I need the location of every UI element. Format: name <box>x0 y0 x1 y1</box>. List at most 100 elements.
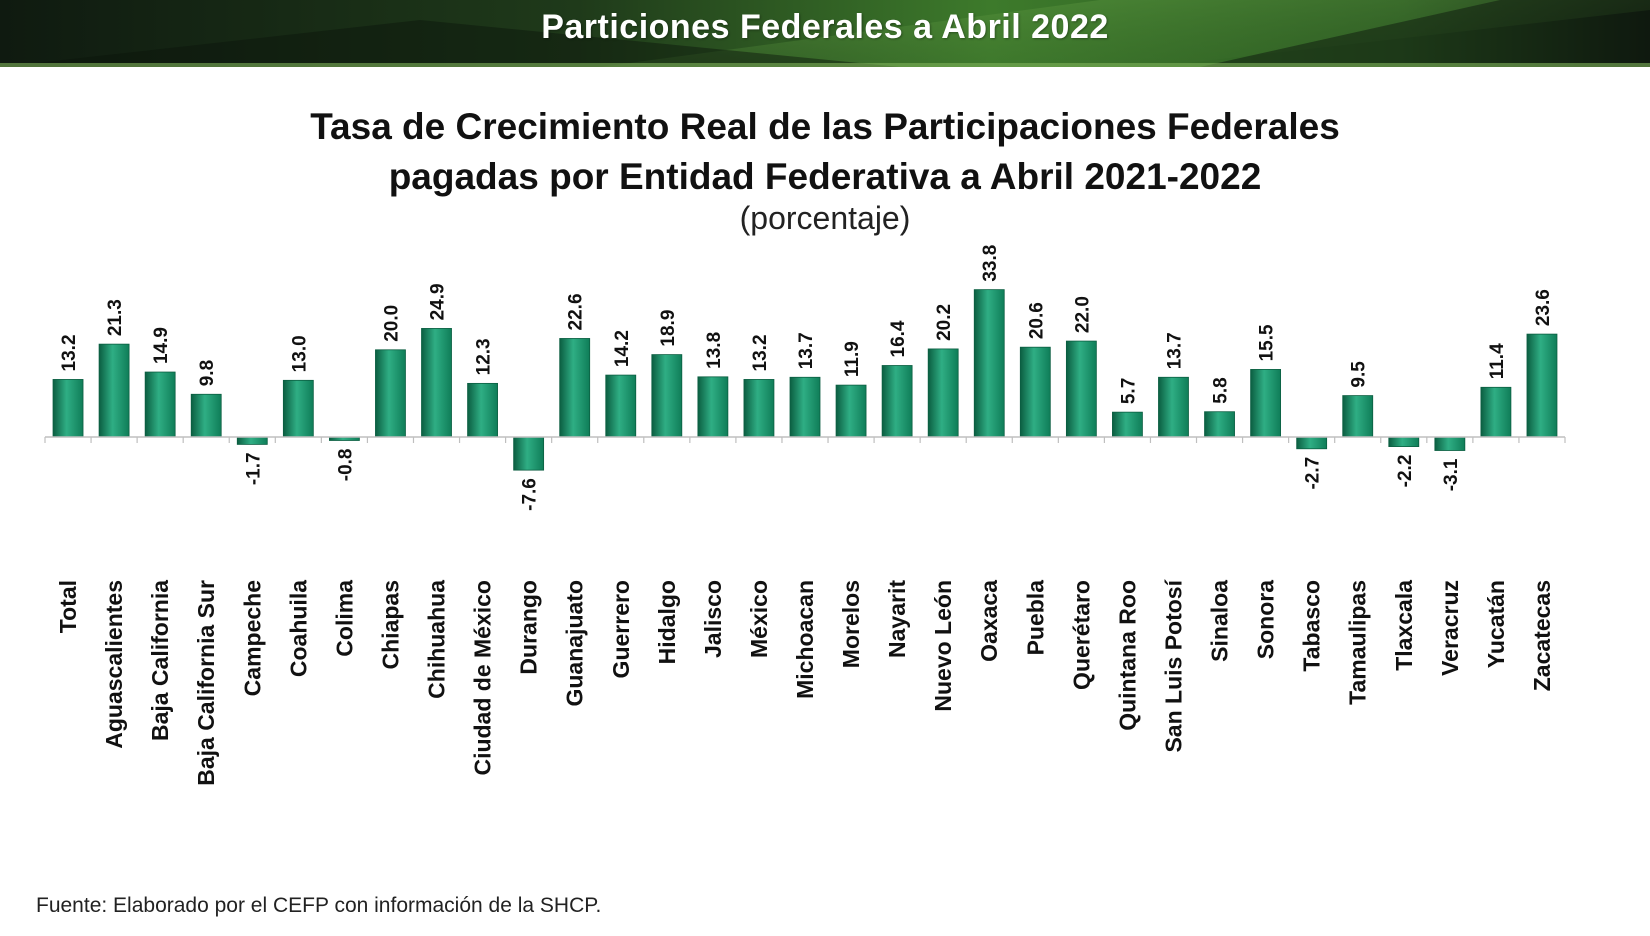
bar-19 <box>927 348 959 438</box>
bar-chart: 13.2 21.3 14.9 9.8 -1.7 13.0 -0.8 20.0 24.9 12.3 -… <box>44 245 1566 786</box>
category-label-1: Aguascalientes <box>101 580 127 749</box>
value-label-26: 15.5 <box>1257 324 1278 361</box>
category-label-22: Querétaro <box>1068 580 1094 690</box>
source-note: Fuente: Elaborado por el CEFP con inform… <box>36 894 602 917</box>
bar-17 <box>835 384 867 438</box>
value-labels-group: 13.2 21.3 14.9 9.8 -1.7 13.0 -0.8 20.0 24.9 12.3 -… <box>59 245 1554 511</box>
value-label-11: 22.6 <box>566 293 587 330</box>
category-label-17: Morelos <box>838 580 864 668</box>
bar-26 <box>1250 369 1282 438</box>
chart-subtitle: (porcentaje) <box>739 200 911 236</box>
bar-31 <box>1480 386 1512 438</box>
bar-11 <box>559 338 591 438</box>
banner-title: Particiones Federales a Abril 2022 <box>541 8 1109 46</box>
bars-group <box>52 289 1558 471</box>
chart-title: Tasa de Crecimiento Real de las Particip… <box>0 102 1650 202</box>
bar-7 <box>375 349 406 438</box>
bar-3 <box>190 393 222 438</box>
value-label-10: -7.6 <box>520 478 541 511</box>
bar-29 <box>1388 436 1420 447</box>
value-label-8: 24.9 <box>428 283 449 320</box>
bar-0 <box>52 379 84 438</box>
value-label-6: -0.8 <box>335 448 356 481</box>
bar-2 <box>144 371 176 438</box>
value-label-4: -1.7 <box>243 452 264 485</box>
header-banner: Particiones Federales a Abril 2022 <box>0 0 1650 67</box>
value-label-1: 21.3 <box>105 299 126 336</box>
category-label-23: Quintana Roo <box>1114 580 1140 731</box>
value-label-27: -2.7 <box>1303 457 1324 490</box>
value-label-29: -2.2 <box>1395 455 1416 488</box>
value-label-25: 5.8 <box>1211 377 1232 403</box>
category-label-8: Chihuahua <box>424 580 450 699</box>
category-label-4: Campeche <box>239 580 265 696</box>
bar-20 <box>973 289 1005 438</box>
value-label-16: 13.7 <box>796 332 817 369</box>
bar-1 <box>98 343 130 438</box>
bar-25 <box>1204 411 1235 438</box>
value-label-14: 13.8 <box>704 332 725 369</box>
banner-background <box>0 0 1650 67</box>
category-label-19: Nuevo León <box>930 580 956 712</box>
category-label-25: Sinaloa <box>1207 580 1233 662</box>
bar-14 <box>697 376 729 438</box>
value-label-28: 9.5 <box>1349 361 1370 388</box>
value-label-17: 11.9 <box>842 341 863 377</box>
bar-15 <box>743 379 775 438</box>
bar-18 <box>881 365 913 438</box>
bar-16 <box>789 376 821 438</box>
value-label-31: 11.4 <box>1487 343 1508 379</box>
value-label-15: 13.2 <box>750 334 771 371</box>
category-label-27: Tabasco <box>1299 580 1325 672</box>
value-label-21: 20.6 <box>1026 302 1047 339</box>
value-label-22: 22.0 <box>1072 296 1093 333</box>
category-label-11: Guanajuato <box>562 580 588 707</box>
category-labels-group: Total Aguascalientes Baja California Baja C… <box>55 578 1555 785</box>
category-label-29: Tlaxcala <box>1391 580 1417 671</box>
category-label-10: Durango <box>516 580 542 675</box>
value-label-3: 9.8 <box>197 360 218 386</box>
axis-ticks-group <box>44 437 1566 443</box>
value-label-7: 20.0 <box>381 305 402 342</box>
value-label-5: 13.0 <box>289 335 310 372</box>
category-label-6: Colima <box>331 580 357 657</box>
bar-5 <box>282 379 314 438</box>
category-label-31: Yucatán <box>1483 580 1509 668</box>
bar-22 <box>1065 340 1097 438</box>
bar-9 <box>467 382 498 438</box>
bar-4 <box>236 436 268 445</box>
bar-30 <box>1434 436 1466 451</box>
category-label-30: Veracruz <box>1437 580 1463 676</box>
category-label-9: Ciudad de México <box>470 580 496 776</box>
category-label-2: Baja California <box>147 580 173 741</box>
category-label-21: Puebla <box>1022 580 1048 656</box>
category-label-32: Zacatecas <box>1529 580 1555 691</box>
category-label-5: Coahuila <box>285 580 311 677</box>
category-label-3: Baja California Sur <box>193 580 219 786</box>
bar-28 <box>1342 395 1374 438</box>
value-label-24: 13.7 <box>1164 332 1185 369</box>
bar-13 <box>651 354 683 438</box>
category-label-20: Oaxaca <box>976 580 1002 662</box>
category-label-16: Michoacan <box>792 580 818 699</box>
category-label-14: Jalisco <box>700 580 726 658</box>
value-label-9: 12.3 <box>474 338 495 375</box>
value-label-0: 13.2 <box>59 334 80 371</box>
value-label-19: 20.2 <box>934 304 955 341</box>
category-label-26: Sonora <box>1253 580 1279 659</box>
chart-title-line-2: pagadas por Entidad Federativa a Abril 2… <box>388 156 1262 197</box>
category-label-12: Guerrero <box>608 580 634 678</box>
bar-10 <box>513 436 545 471</box>
bar-32 <box>1526 333 1558 438</box>
value-label-13: 18.9 <box>658 310 679 347</box>
value-label-20: 33.8 <box>980 245 1001 282</box>
bar-27 <box>1296 436 1328 450</box>
category-label-24: San Luis Potosí <box>1160 578 1186 752</box>
chart-title-line-1: Tasa de Crecimiento Real de las Particip… <box>310 106 1340 147</box>
bar-23 <box>1112 411 1143 438</box>
category-label-15: México <box>746 580 772 658</box>
bar-24 <box>1158 376 1189 438</box>
bar-21 <box>1019 346 1051 438</box>
category-label-0: Total <box>55 580 81 633</box>
category-label-18: Nayarit <box>884 580 910 658</box>
